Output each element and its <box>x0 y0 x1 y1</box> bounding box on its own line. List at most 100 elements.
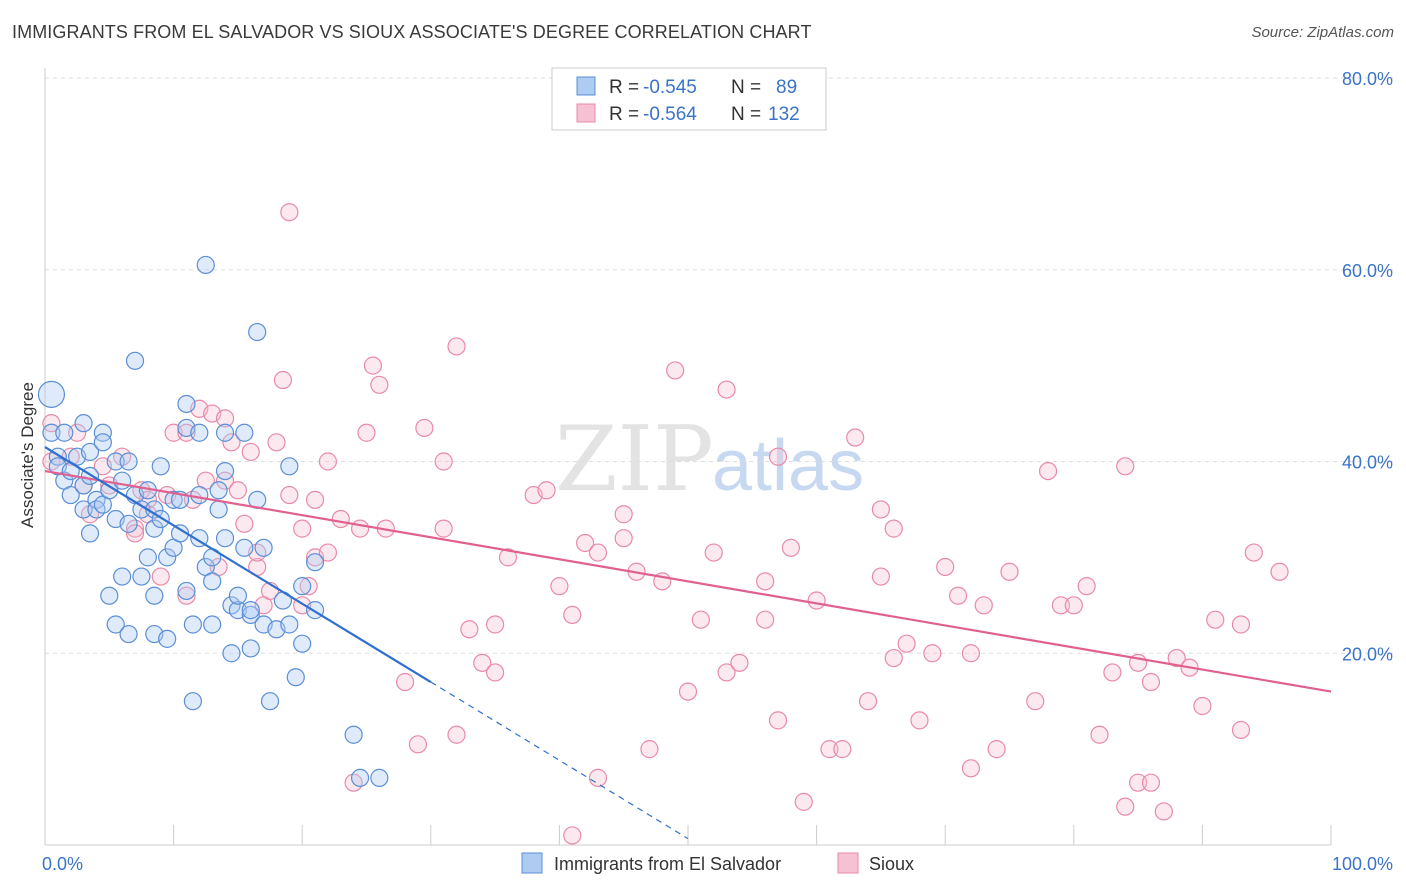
el-salvador-point <box>196 255 215 275</box>
sioux-points <box>42 203 1289 845</box>
sioux-point <box>794 792 813 811</box>
sioux-point <box>293 519 312 538</box>
sioux-point <box>486 615 505 634</box>
el-salvador-point <box>177 394 196 414</box>
el-salvador-point <box>222 644 241 663</box>
legend-n-value-0: 89 <box>776 77 797 98</box>
sioux-point <box>280 203 299 222</box>
bottom-legend-label-sioux: Sioux <box>869 854 914 874</box>
el-salvador-point <box>248 322 267 342</box>
legend-swatch-el-salvador <box>576 76 596 96</box>
el-salvador-point <box>215 529 235 548</box>
sioux-point <box>614 505 633 524</box>
sioux-point <box>756 610 775 629</box>
sioux-point <box>1128 773 1148 792</box>
el-salvador-point <box>93 433 112 452</box>
legend-r-label-0: R = <box>609 77 639 98</box>
sioux-point <box>537 481 556 500</box>
el-salvador-point <box>190 485 209 505</box>
el-salvador-point <box>370 768 389 787</box>
el-salvador-point <box>286 668 305 687</box>
sioux-point <box>1231 615 1251 634</box>
sioux-point <box>68 423 87 442</box>
el-salvador-point <box>344 725 363 744</box>
legend-box <box>551 67 827 131</box>
y-tick-label: 20.0% <box>1342 644 1393 664</box>
sioux-point <box>1141 672 1161 692</box>
el-salvador-point <box>61 485 80 505</box>
sioux-point <box>331 509 350 529</box>
sioux-point <box>923 644 942 663</box>
sioux-point <box>395 672 415 692</box>
y-tick-labels: 20.0% 40.0% 60.0% 80.0% <box>1342 69 1393 664</box>
sioux-point <box>691 610 710 629</box>
sioux-point <box>871 567 891 586</box>
el-salvador-point <box>37 380 66 408</box>
el-salvador-point <box>145 519 164 538</box>
sioux-point <box>704 543 723 562</box>
sioux-trend-line <box>44 470 1332 693</box>
el-salvador-point <box>215 423 235 442</box>
y-tick-label: 40.0% <box>1342 453 1393 473</box>
el-salvador-point <box>241 601 260 620</box>
sioux-point <box>820 740 839 759</box>
sioux-point <box>1270 562 1289 581</box>
bottom-legend-swatch-sioux <box>837 852 859 874</box>
sioux-point <box>215 409 235 428</box>
grid <box>45 77 1395 654</box>
watermark: ZIP atlas <box>555 407 864 512</box>
el-salvador-point <box>106 615 125 634</box>
sioux-point <box>588 768 608 787</box>
sioux-point <box>1154 802 1173 821</box>
sioux-point <box>781 538 800 557</box>
x-tick-labels: 0.0% 100.0% <box>42 854 1393 874</box>
sioux-point <box>460 620 479 639</box>
el-salvador-point <box>183 615 202 634</box>
el-salvador-point <box>241 639 260 658</box>
chart-source: Source: ZipAtlas.com <box>1251 24 1394 41</box>
sioux-point <box>576 533 595 553</box>
sioux-point <box>717 663 736 682</box>
el-salvador-point <box>280 457 299 476</box>
sioux-point <box>1038 461 1058 481</box>
el-salvador-point <box>145 586 164 605</box>
sioux-point <box>222 433 241 452</box>
sioux-point <box>447 725 466 744</box>
sioux-point <box>235 514 254 533</box>
el-salvador-point <box>119 624 138 644</box>
legend-n-label-1: N = <box>731 104 761 125</box>
el-salvador-point <box>113 567 132 586</box>
el-salvador-point <box>42 423 61 442</box>
sioux-point <box>1026 692 1045 711</box>
y-tick-label: 60.0% <box>1342 261 1393 281</box>
sioux-point <box>1090 725 1109 744</box>
sioux-point <box>717 380 736 399</box>
el-salvador-point <box>209 500 228 519</box>
sioux-point <box>1244 543 1263 562</box>
bottom-legend-swatch-el-salvador <box>521 852 543 874</box>
el-salvador-point <box>293 634 312 653</box>
sioux-point <box>1116 797 1135 816</box>
legend: R = -0.545 N = 89 R = -0.564 N = 132 <box>551 67 827 131</box>
el-salvador-point <box>132 500 151 519</box>
sioux-point <box>884 648 903 668</box>
el-salvador-point <box>203 615 222 634</box>
sioux-point <box>884 519 903 538</box>
sioux-point <box>871 500 891 519</box>
sioux-point <box>228 481 247 500</box>
sioux-point <box>434 452 453 471</box>
sioux-point <box>768 447 788 466</box>
trend-lines <box>44 446 1332 840</box>
el-salvador-point <box>235 538 254 557</box>
sioux-point <box>833 740 852 759</box>
legend-r-label-1: R = <box>609 104 639 125</box>
el-salvador-point <box>158 629 177 648</box>
el-salvador-trend-extension <box>430 681 689 840</box>
sioux-point <box>563 826 582 845</box>
legend-n-label-0: N = <box>731 77 761 98</box>
sioux-point <box>1116 457 1135 476</box>
sioux-point <box>447 337 466 356</box>
sioux-point <box>987 740 1006 759</box>
el-salvador-point <box>74 500 93 519</box>
el-salvador-point <box>158 548 177 567</box>
